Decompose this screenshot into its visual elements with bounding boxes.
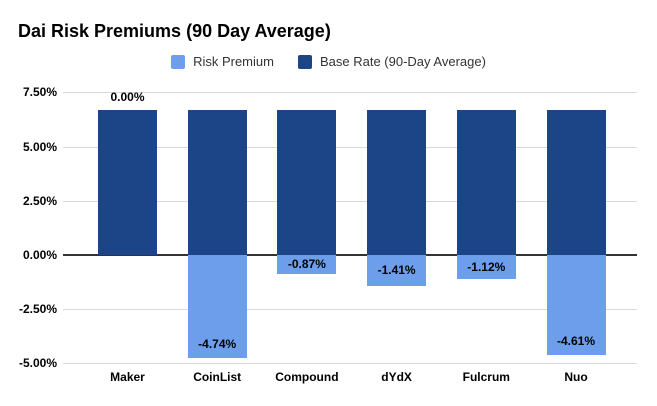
bar-base-rate[interactable]	[98, 110, 157, 255]
y-axis-tick-label: 7.50%	[22, 85, 57, 100]
gridline	[63, 309, 637, 311]
base-rate-swatch-icon	[297, 54, 312, 69]
x-axis-category-label: Fulcrum	[462, 370, 510, 384]
legend-label-risk-premium: Risk Premium	[193, 54, 274, 69]
x-axis-category-label: CoinList	[193, 370, 242, 384]
bar-value-label: -1.12%	[467, 260, 506, 275]
bar-value-label: -4.61%	[556, 333, 596, 348]
bar-risk-premium[interactable]	[456, 255, 516, 280]
gridline	[63, 92, 637, 94]
bar-base-rate[interactable]	[277, 110, 337, 255]
bar-base-rate[interactable]	[546, 110, 606, 255]
legend-item-risk-premium[interactable]: Risk Premium	[171, 54, 274, 69]
bar-risk-premium[interactable]	[546, 255, 606, 355]
y-axis-tick-label: 5.00%	[22, 139, 57, 154]
bar-risk-premium[interactable]	[187, 255, 247, 358]
bar-base-rate[interactable]	[456, 110, 516, 255]
x-axis-category-label: Compound	[275, 370, 339, 384]
y-axis-tick-label: -2.50%	[18, 302, 57, 317]
chart-title: Dai Risk Premiums (90 Day Average)	[18, 21, 331, 41]
bar-base-rate[interactable]	[367, 110, 427, 255]
bar-value-label: -4.74%	[198, 336, 237, 351]
y-axis-tick-label: 0.00%	[22, 248, 57, 262]
bar-value-label: -1.41%	[377, 263, 416, 278]
y-axis-tick-label: -5.00%	[18, 356, 57, 371]
legend: Risk Premium Base Rate (90-Day Average)	[0, 54, 657, 69]
gridline	[63, 146, 637, 148]
y-axis-tick-label: 2.50%	[22, 193, 57, 208]
bar-value-label: 0.00%	[110, 90, 145, 105]
bar-base-rate[interactable]	[187, 110, 247, 255]
legend-item-base-rate[interactable]: Base Rate (90-Day Average)	[297, 54, 486, 69]
bar-risk-premium[interactable]	[367, 255, 427, 286]
risk-premium-swatch-icon	[171, 54, 186, 69]
gridline	[63, 200, 637, 202]
x-axis-category-label: Maker	[110, 370, 145, 384]
bar-value-label: -0.87%	[287, 257, 326, 272]
zero-axis-line	[63, 254, 637, 256]
legend-label-base-rate: Base Rate (90-Day Average)	[319, 54, 486, 69]
x-axis-category-label: dYdX	[381, 370, 412, 384]
bar-risk-premium[interactable]	[277, 255, 337, 274]
gridline	[63, 363, 637, 365]
x-axis-category-label: Nuo	[564, 370, 588, 384]
